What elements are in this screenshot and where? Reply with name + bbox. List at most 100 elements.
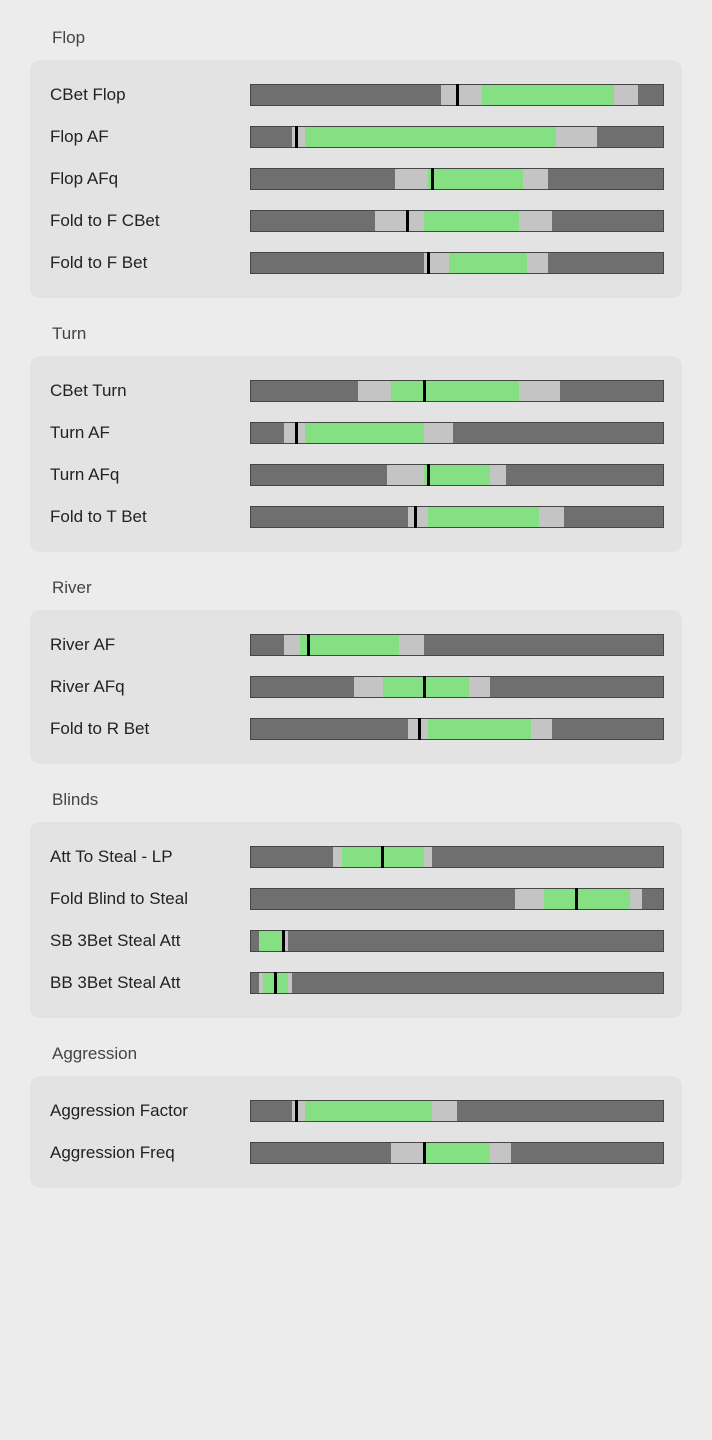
range-bar[interactable] bbox=[250, 718, 664, 740]
stat-row: CBet Flop bbox=[50, 74, 664, 116]
range-bar-container bbox=[250, 210, 664, 232]
range-marker[interactable] bbox=[456, 84, 459, 106]
stat-row: BB 3Bet Steal Att bbox=[50, 962, 664, 1004]
range-marker[interactable] bbox=[431, 168, 434, 190]
section-title: River bbox=[52, 578, 682, 598]
range-inner[interactable] bbox=[449, 253, 527, 273]
range-bar[interactable] bbox=[250, 210, 664, 232]
range-inner[interactable] bbox=[424, 465, 490, 485]
stat-label: Fold Blind to Steal bbox=[50, 889, 250, 909]
stat-row: CBet Turn bbox=[50, 370, 664, 412]
stat-row: Aggression Factor bbox=[50, 1090, 664, 1132]
stat-row: Flop AF bbox=[50, 116, 664, 158]
stat-label: Fold to F CBet bbox=[50, 211, 250, 231]
stat-label: Fold to F Bet bbox=[50, 253, 250, 273]
stat-row: Fold to R Bet bbox=[50, 708, 664, 750]
range-bar-container bbox=[250, 634, 664, 656]
range-inner[interactable] bbox=[259, 931, 284, 951]
range-marker[interactable] bbox=[575, 888, 578, 910]
stats-settings-panel: FlopCBet FlopFlop AFFlop AFqFold to F CB… bbox=[30, 28, 682, 1188]
section-panel: Aggression Factor Aggression Freq bbox=[30, 1076, 682, 1188]
stat-label: Fold to R Bet bbox=[50, 719, 250, 739]
range-bar-container bbox=[250, 930, 664, 952]
section-title: Blinds bbox=[52, 790, 682, 810]
range-bar[interactable] bbox=[250, 888, 664, 910]
range-bar[interactable] bbox=[250, 126, 664, 148]
range-marker[interactable] bbox=[381, 846, 384, 868]
range-bar[interactable] bbox=[250, 84, 664, 106]
range-marker[interactable] bbox=[295, 422, 298, 444]
range-inner[interactable] bbox=[305, 423, 424, 443]
section-title: Flop bbox=[52, 28, 682, 48]
range-bar-container bbox=[250, 506, 664, 528]
section-panel: River AF River AFq Fold to R Bet bbox=[30, 610, 682, 764]
stat-row: Turn AFq bbox=[50, 454, 664, 496]
range-marker[interactable] bbox=[406, 210, 409, 232]
range-inner[interactable] bbox=[544, 889, 631, 909]
stat-label: River AFq bbox=[50, 677, 250, 697]
stat-label: Fold to T Bet bbox=[50, 507, 250, 527]
range-inner[interactable] bbox=[305, 127, 556, 147]
range-inner[interactable] bbox=[428, 719, 531, 739]
range-marker[interactable] bbox=[282, 930, 285, 952]
range-marker[interactable] bbox=[423, 676, 426, 698]
stat-label: Turn AFq bbox=[50, 465, 250, 485]
range-marker[interactable] bbox=[274, 972, 277, 994]
stat-label: CBet Flop bbox=[50, 85, 250, 105]
range-marker[interactable] bbox=[423, 1142, 426, 1164]
range-bar[interactable] bbox=[250, 634, 664, 656]
range-bar-container bbox=[250, 126, 664, 148]
range-inner[interactable] bbox=[383, 677, 470, 697]
range-bar[interactable] bbox=[250, 252, 664, 274]
range-inner[interactable] bbox=[428, 507, 539, 527]
stat-label: Flop AF bbox=[50, 127, 250, 147]
range-bar-container bbox=[250, 718, 664, 740]
stat-row: Fold to T Bet bbox=[50, 496, 664, 538]
stat-row: Fold to F Bet bbox=[50, 242, 664, 284]
range-bar-container bbox=[250, 84, 664, 106]
range-bar[interactable] bbox=[250, 506, 664, 528]
section-title: Turn bbox=[52, 324, 682, 344]
range-bar-container bbox=[250, 422, 664, 444]
range-marker[interactable] bbox=[295, 126, 298, 148]
stat-label: BB 3Bet Steal Att bbox=[50, 973, 250, 993]
range-marker[interactable] bbox=[307, 634, 310, 656]
range-inner[interactable] bbox=[391, 381, 519, 401]
stat-label: Att To Steal - LP bbox=[50, 847, 250, 867]
stat-row: River AFq bbox=[50, 666, 664, 708]
range-bar[interactable] bbox=[250, 1142, 664, 1164]
range-inner[interactable] bbox=[300, 635, 399, 655]
stat-label: SB 3Bet Steal Att bbox=[50, 931, 250, 951]
range-bar[interactable] bbox=[250, 930, 664, 952]
range-bar-container bbox=[250, 972, 664, 994]
section-panel: Att To Steal - LP Fold Blind to Steal SB 3… bbox=[30, 822, 682, 1018]
range-bar[interactable] bbox=[250, 676, 664, 698]
range-marker[interactable] bbox=[423, 380, 426, 402]
stat-row: River AF bbox=[50, 624, 664, 666]
range-bar-container bbox=[250, 846, 664, 868]
stat-row: Fold to F CBet bbox=[50, 200, 664, 242]
range-bar[interactable] bbox=[250, 1100, 664, 1122]
range-marker[interactable] bbox=[418, 718, 421, 740]
range-bar[interactable] bbox=[250, 168, 664, 190]
range-inner[interactable] bbox=[482, 85, 614, 105]
range-bar[interactable] bbox=[250, 464, 664, 486]
range-inner[interactable] bbox=[424, 211, 519, 231]
range-bar-container bbox=[250, 252, 664, 274]
range-bar[interactable] bbox=[250, 972, 664, 994]
stat-row: Aggression Freq bbox=[50, 1132, 664, 1174]
range-inner[interactable] bbox=[424, 1143, 490, 1163]
range-bar-container bbox=[250, 1100, 664, 1122]
stat-label: Aggression Freq bbox=[50, 1143, 250, 1163]
range-inner[interactable] bbox=[305, 1101, 433, 1121]
range-bar-container bbox=[250, 676, 664, 698]
range-bar[interactable] bbox=[250, 422, 664, 444]
range-bar[interactable] bbox=[250, 380, 664, 402]
range-inner[interactable] bbox=[428, 169, 523, 189]
range-marker[interactable] bbox=[427, 252, 430, 274]
range-marker[interactable] bbox=[427, 464, 430, 486]
range-marker[interactable] bbox=[414, 506, 417, 528]
range-bar-container bbox=[250, 464, 664, 486]
range-marker[interactable] bbox=[295, 1100, 298, 1122]
range-bar[interactable] bbox=[250, 846, 664, 868]
